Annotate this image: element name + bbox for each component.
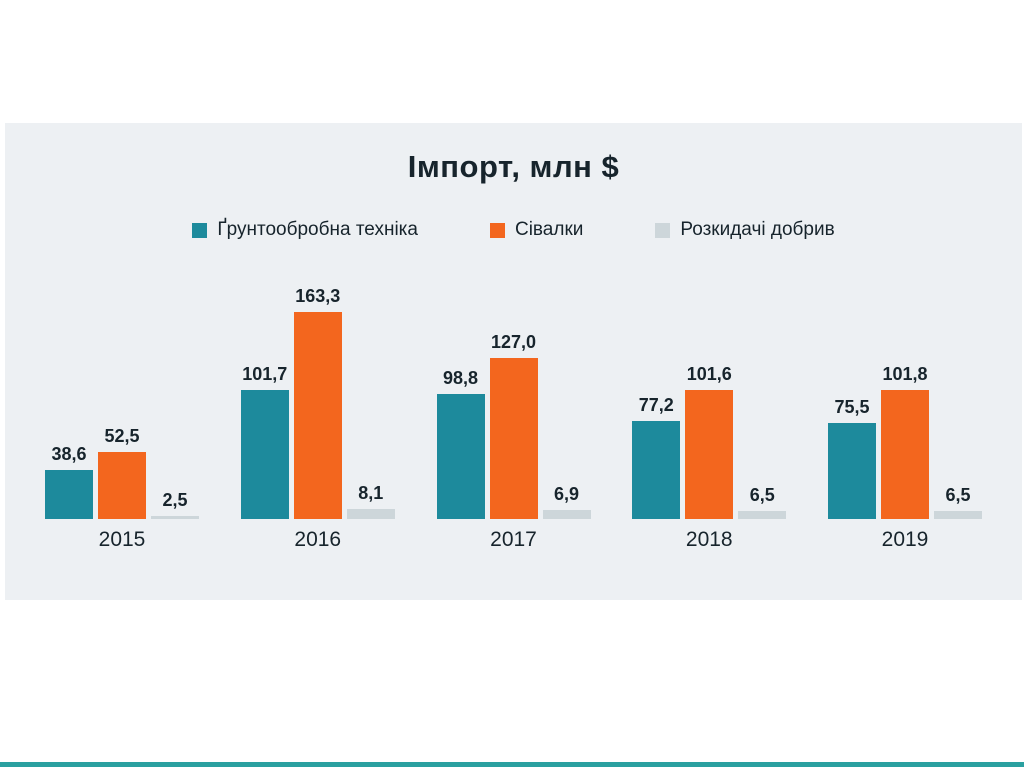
x-axis-label: 2016: [294, 528, 342, 551]
bar-value-label: 6,9: [553, 484, 580, 504]
bar: [240, 390, 289, 519]
bar-value-label: 8,1: [358, 483, 384, 503]
bar-cluster: 75,5 101,8 6,5: [828, 364, 982, 519]
bar-group: 75,5 101,8 6,5 2019: [828, 364, 982, 552]
legend-label: Ґрунтообробна техніка: [217, 219, 418, 240]
bar-value-label: 6,5: [945, 485, 971, 505]
bar: [293, 312, 342, 519]
bar-group: 38,6 52,5 2,5 2015: [45, 426, 199, 552]
bar-value-label: 98,8: [442, 368, 479, 388]
bar-value-label: 52,5: [104, 426, 140, 446]
bar-value-label: 127,0: [490, 332, 537, 352]
bar-with-label: 101,6: [685, 364, 734, 519]
chart-panel: Імпорт, млн $ Ґрунтообробна техніка Сівал…: [5, 123, 1022, 600]
bar-with-label: 77,2: [632, 395, 681, 519]
bar: [489, 358, 538, 519]
bar-with-label: 6,5: [934, 485, 982, 519]
bar: [98, 452, 146, 519]
bar-group: 98,8 127,0 6,9 2017: [436, 332, 591, 552]
bar-value-label: 77,2: [638, 395, 674, 415]
legend-item: Сівалки: [489, 219, 584, 241]
bar-group: 77,2 101,6 6,5 2018: [632, 364, 787, 552]
bar: [934, 511, 982, 519]
legend-label: Сівалки: [514, 219, 584, 240]
legend-label: Розкидачі добрив: [680, 219, 835, 240]
bar-with-label: 52,5: [98, 426, 146, 519]
legend-swatch-icon: [489, 222, 505, 238]
bar-with-label: 98,8: [436, 368, 485, 519]
bar: [542, 510, 591, 519]
bar-cluster: 38,6 52,5 2,5: [45, 426, 199, 519]
x-axis-label: 2019: [881, 528, 929, 551]
legend-item: Ґрунтообробна техніка: [192, 219, 418, 241]
bar-value-label: 38,6: [51, 444, 87, 464]
bar: [45, 470, 93, 519]
bar: [738, 511, 787, 519]
bar-value-label: 163,3: [295, 286, 341, 306]
bar-value-label: 101,6: [686, 364, 732, 384]
bar-with-label: 2,5: [151, 490, 199, 519]
plot-area: 38,6 52,5 2,5 2015 101,7 163,3 8,1 2016 98,8 127,…: [5, 286, 1022, 552]
bar-with-label: 6,9: [542, 484, 591, 519]
bar-with-label: 38,6: [45, 444, 93, 519]
bar-with-label: 8,1: [346, 483, 395, 519]
bar: [346, 509, 395, 519]
x-axis-label: 2015: [98, 528, 146, 551]
bar: [881, 390, 929, 519]
bar-with-label: 75,5: [828, 397, 876, 519]
bar-cluster: 77,2 101,6 6,5: [632, 364, 787, 519]
bar-cluster: 98,8 127,0 6,9: [436, 332, 591, 519]
chart-title: Імпорт, млн $: [407, 149, 620, 184]
bar: [151, 516, 199, 519]
bar: [685, 390, 734, 519]
legend: Ґрунтообробна техніка Сівалки Розкидачі до…: [5, 219, 1022, 241]
bar-value-label: 101,7: [242, 364, 288, 384]
legend-swatch-icon: [655, 222, 671, 238]
bar-with-label: 6,5: [738, 485, 787, 519]
legend-item: Розкидачі добрив: [655, 219, 835, 241]
bar-value-label: 6,5: [749, 485, 775, 505]
bar-value-label: 101,8: [882, 364, 928, 384]
bottom-accent-bar: [0, 762, 1024, 767]
bar: [436, 394, 485, 519]
legend-swatch-icon: [192, 222, 208, 238]
bar-with-label: 101,8: [881, 364, 929, 519]
x-axis-label: 2017: [490, 528, 537, 551]
bar-cluster: 101,7 163,3 8,1: [240, 286, 395, 519]
bar-group: 101,7 163,3 8,1 2016: [240, 286, 395, 552]
bar: [632, 421, 681, 519]
x-axis-label: 2018: [685, 528, 733, 551]
bar-value-label: 75,5: [834, 397, 870, 417]
bar-with-label: 101,7: [240, 364, 289, 519]
bar-with-label: 127,0: [489, 332, 538, 519]
bar: [828, 423, 876, 519]
bar-with-label: 163,3: [293, 286, 342, 519]
bar-value-label: 2,5: [162, 490, 188, 510]
